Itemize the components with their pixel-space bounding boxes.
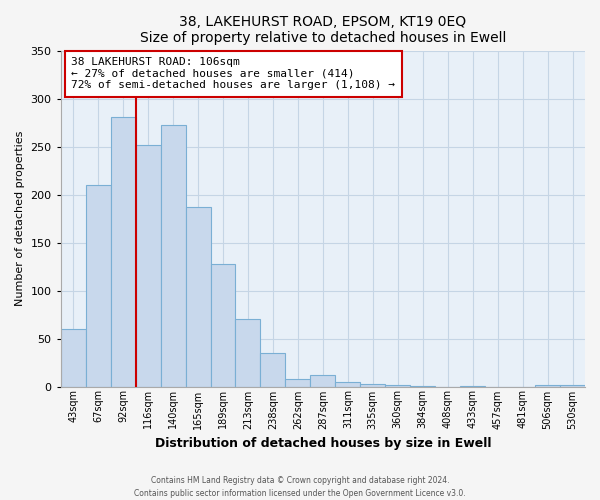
Title: 38, LAKEHURST ROAD, EPSOM, KT19 0EQ
Size of property relative to detached houses: 38, LAKEHURST ROAD, EPSOM, KT19 0EQ Size…: [140, 15, 506, 45]
Bar: [560, 384, 585, 386]
Bar: [310, 375, 335, 386]
Bar: [235, 320, 260, 386]
Bar: [211, 264, 235, 386]
Bar: [361, 384, 385, 386]
Y-axis label: Number of detached properties: Number of detached properties: [15, 131, 25, 306]
Bar: [61, 329, 86, 386]
Bar: [260, 353, 286, 386]
Bar: [136, 144, 161, 386]
Text: 38 LAKEHURST ROAD: 106sqm
← 27% of detached houses are smaller (414)
72% of semi: 38 LAKEHURST ROAD: 106sqm ← 27% of detac…: [71, 58, 395, 90]
Bar: [335, 382, 361, 386]
Bar: [535, 384, 560, 386]
X-axis label: Distribution of detached houses by size in Ewell: Distribution of detached houses by size …: [155, 437, 491, 450]
Bar: [86, 185, 110, 386]
Bar: [110, 117, 136, 386]
Bar: [385, 384, 410, 386]
Bar: [185, 207, 211, 386]
Text: Contains HM Land Registry data © Crown copyright and database right 2024.
Contai: Contains HM Land Registry data © Crown c…: [134, 476, 466, 498]
Bar: [286, 379, 310, 386]
Bar: [161, 126, 185, 386]
